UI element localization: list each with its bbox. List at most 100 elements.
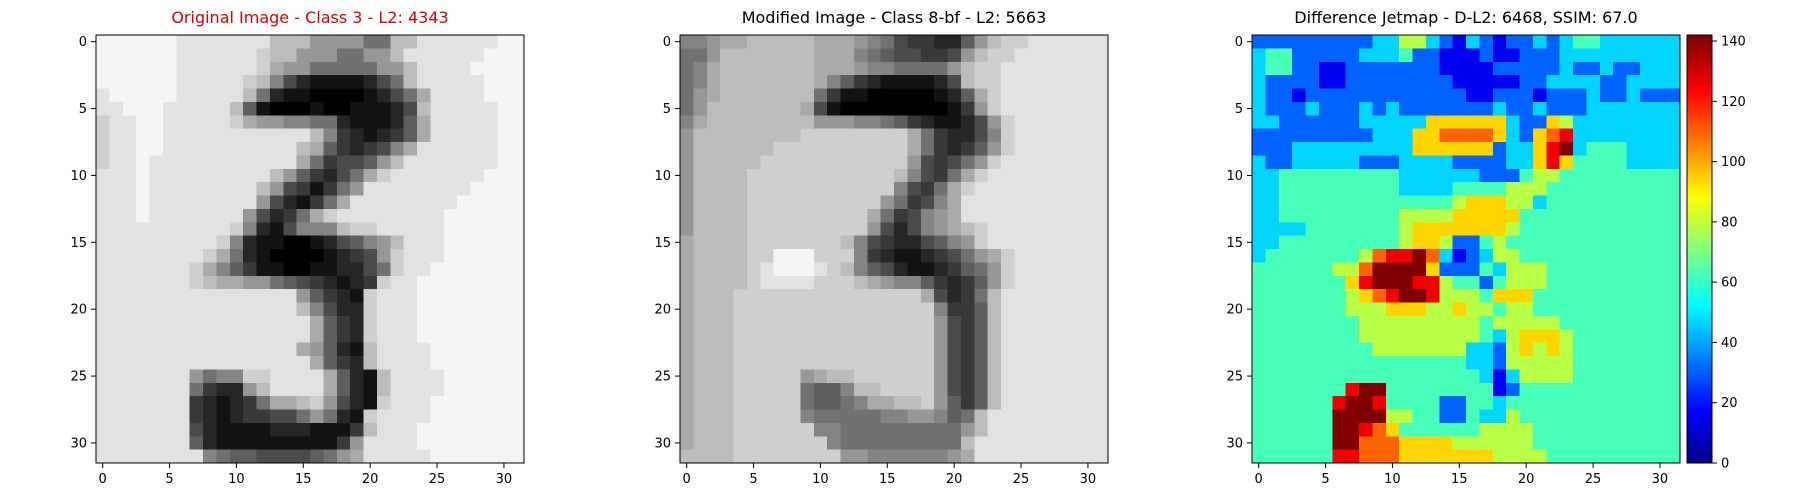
heatmap-cell (1639, 222, 1654, 237)
heatmap-cell (1492, 275, 1507, 290)
heatmap-cell (417, 436, 431, 451)
heatmap-cell (947, 208, 962, 223)
heatmap-cell (203, 88, 217, 103)
heatmap-cell (773, 249, 788, 263)
heatmap-cell (800, 449, 815, 464)
y-tick-label: 30 (654, 436, 671, 451)
heatmap-cell (390, 369, 405, 384)
heatmap-cell (1639, 329, 1654, 344)
heatmap-cell (800, 128, 815, 143)
heatmap-cell (947, 35, 962, 49)
heatmap-cell (1666, 182, 1681, 197)
heatmap-cell (296, 61, 311, 76)
heatmap-cell (1081, 208, 1096, 223)
heatmap-cell (974, 101, 989, 116)
heatmap-cell (1001, 128, 1015, 143)
heatmap-cell (189, 142, 204, 156)
heatmap-cell (376, 262, 391, 277)
heatmap-cell (1001, 275, 1015, 290)
heatmap-cell (1412, 249, 1427, 263)
heatmap-cell (1599, 48, 1614, 63)
heatmap-cell (1027, 101, 1042, 116)
heatmap-cell (693, 289, 708, 304)
colorbar-swatch (1687, 63, 1712, 68)
heatmap-cell (894, 195, 908, 210)
heatmap-cell (760, 88, 775, 103)
heatmap-cell (827, 222, 842, 237)
heatmap-cell (1519, 262, 1534, 277)
heatmap-cell (867, 208, 882, 223)
heatmap-cell (122, 101, 137, 116)
heatmap-cell (256, 289, 271, 304)
heatmap-cell (787, 382, 801, 397)
heatmap-cell (122, 382, 137, 397)
heatmap-cell (1318, 88, 1333, 103)
heatmap-cell (149, 208, 164, 223)
heatmap-cell (1252, 48, 1266, 63)
heatmap-cell (733, 356, 748, 370)
heatmap-cell (987, 35, 1002, 49)
heatmap-cell (457, 168, 472, 183)
heatmap-cell (1412, 369, 1427, 384)
heatmap-cell (1599, 222, 1614, 237)
heatmap-cell (987, 329, 1002, 344)
heatmap-cell (787, 35, 801, 49)
heatmap-cell (1385, 128, 1400, 143)
heatmap-cell (1305, 88, 1320, 103)
heatmap-cell (176, 356, 191, 370)
heatmap-cell (1666, 275, 1681, 290)
heatmap-cell (1292, 208, 1307, 223)
heatmap-cell (1626, 115, 1641, 130)
heatmap-cell (1359, 195, 1373, 210)
heatmap-cell (1265, 275, 1280, 290)
heatmap-cell (706, 275, 721, 290)
heatmap-cell (960, 449, 975, 464)
heatmap-cell (706, 101, 721, 116)
heatmap-cell (1041, 422, 1056, 437)
heatmap-cell (880, 302, 895, 317)
heatmap-cell (1399, 35, 1414, 49)
heatmap-cell (350, 115, 365, 130)
heatmap-cell (1001, 235, 1015, 250)
heatmap-cell (1492, 88, 1507, 103)
heatmap-cell (1372, 262, 1387, 277)
heatmap-cell (853, 142, 868, 156)
heatmap-cell (1332, 115, 1347, 130)
heatmap-cell (1359, 222, 1373, 237)
heatmap-cell (256, 35, 271, 49)
heatmap-cell (1425, 128, 1440, 143)
heatmap-cell (733, 88, 748, 103)
heatmap-cell (920, 369, 935, 384)
heatmap-cell (746, 449, 761, 464)
heatmap-cell (1626, 422, 1641, 437)
heatmap-cell (1318, 195, 1333, 210)
heatmap-cell (403, 315, 418, 330)
axes-frame (1251, 34, 1681, 464)
heatmap-cell (827, 35, 842, 49)
heatmap-cell (470, 128, 485, 143)
heatmap-cell (1452, 275, 1467, 290)
heatmap-cell (706, 48, 721, 63)
heatmap-cell (1626, 436, 1641, 451)
heatmap-cell (880, 195, 895, 210)
heatmap-cell (1466, 142, 1480, 156)
heatmap-cell (1041, 182, 1056, 197)
heatmap-cell (1305, 208, 1320, 223)
heatmap-cell (693, 369, 708, 384)
heatmap-cell (1054, 182, 1069, 197)
heatmap-cell (1653, 35, 1668, 49)
heatmap-cell (1318, 115, 1333, 130)
heatmap-cell (403, 195, 418, 210)
heatmap-cell (1054, 75, 1069, 90)
heatmap-cell (310, 208, 324, 223)
heatmap-cell (176, 168, 191, 183)
heatmap-cell (1278, 195, 1293, 210)
heatmap-cell (693, 155, 708, 170)
heatmap-cell (1506, 48, 1521, 63)
heatmap-cell (1094, 75, 1109, 90)
heatmap-cell (1041, 75, 1056, 90)
heatmap-cell (136, 142, 151, 156)
heatmap-cell (787, 101, 801, 116)
heatmap-cell (390, 409, 405, 424)
heatmap-cell (1014, 115, 1029, 130)
